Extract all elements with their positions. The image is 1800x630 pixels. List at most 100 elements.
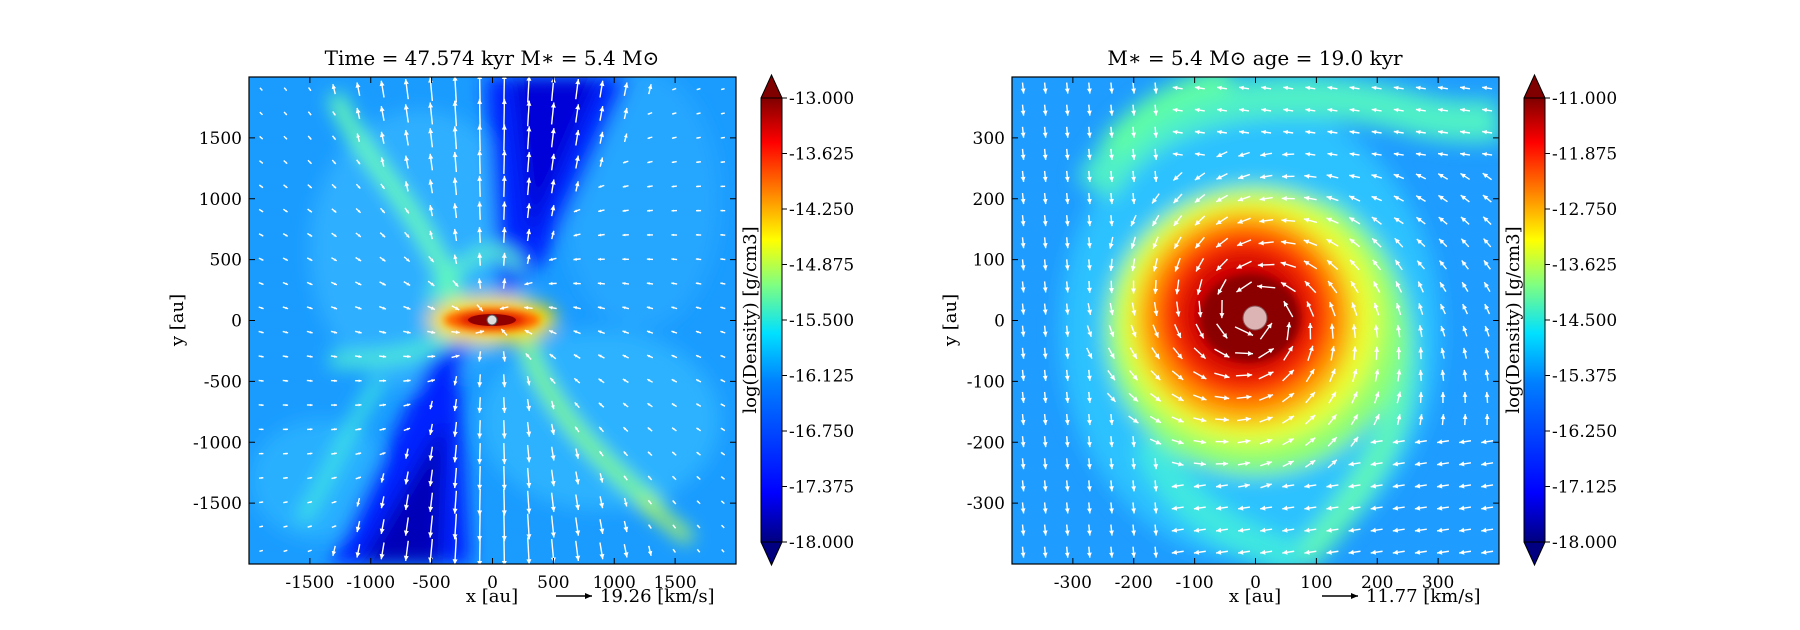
left-velocity-arrow — [599, 80, 605, 98]
right-velocity-arrow — [1436, 461, 1449, 467]
right-xtick-label: 100 — [1300, 573, 1332, 593]
left-velocity-arrow — [526, 490, 532, 514]
right-velocity-arrow — [1415, 195, 1426, 203]
right-velocity-arrow — [1171, 416, 1184, 423]
left-velocity-arrow — [259, 525, 264, 528]
left-velocity-arrow — [526, 177, 532, 196]
right-velocity-arrow — [1064, 502, 1070, 514]
right-velocity-arrow — [1256, 284, 1276, 290]
right-velocity-arrow — [1304, 527, 1317, 533]
right-velocity-arrow — [1440, 347, 1446, 359]
left-velocity-arrow — [550, 446, 556, 461]
left-velocity-arrow — [696, 524, 701, 529]
left-velocity-arrow — [672, 87, 677, 91]
right-velocity-arrow — [1304, 483, 1317, 489]
left-velocity-arrow — [720, 282, 726, 285]
left-velocity-arrow — [404, 155, 410, 169]
right-velocity-arrow — [1260, 461, 1273, 467]
right-velocity-arrow — [1348, 483, 1361, 489]
right-velocity-arrow — [1064, 104, 1070, 116]
left-xtick-label: 1500 — [653, 573, 696, 593]
left-velocity-arrow — [647, 160, 653, 164]
right-velocity-arrow — [1171, 393, 1184, 402]
right-velocity-arrow — [1370, 483, 1383, 489]
left-velocity-arrow — [526, 100, 532, 127]
left-velocity-arrow — [354, 330, 362, 334]
right-velocity-arrow — [1393, 129, 1404, 135]
left-velocity-arrow — [307, 452, 313, 455]
left-velocity-arrow — [331, 452, 337, 455]
left-velocity-arrow — [501, 420, 507, 439]
right-velocity-arrow — [1327, 459, 1338, 469]
right-velocity-arrow — [1414, 549, 1427, 555]
left-velocity-arrow — [428, 153, 434, 171]
right-velocity-arrow — [1286, 322, 1292, 341]
right-velocity-arrow — [1370, 527, 1383, 533]
left-velocity-arrow — [355, 183, 361, 189]
right-velocity-arrow — [1215, 505, 1228, 511]
left-velocity-arrow — [599, 131, 605, 144]
left-ytick-label: 0 — [231, 312, 242, 332]
right-velocity-arrow — [1371, 216, 1382, 225]
left-velocity-arrow — [623, 520, 629, 533]
right-velocity-arrow — [1042, 414, 1048, 426]
right-velocity-arrow — [1237, 173, 1251, 180]
right-velocity-arrow — [1194, 236, 1205, 249]
right-velocity-arrow — [1392, 483, 1405, 489]
left-velocity-arrow — [622, 402, 629, 408]
right-velocity-arrow — [1214, 348, 1230, 358]
left-velocity-arrow — [696, 427, 702, 432]
right-velocity-arrow — [1393, 152, 1404, 157]
left-velocity-arrow — [575, 540, 581, 561]
right-velocity-arrow — [1305, 391, 1316, 404]
right-velocity-arrow — [1237, 217, 1251, 224]
right-velocity-arrow — [1436, 483, 1449, 489]
right-velocity-arrow — [1217, 279, 1227, 295]
right-velocity-arrow — [1152, 236, 1159, 250]
left-velocity-arrow — [526, 444, 532, 463]
left-velocity-arrow — [379, 496, 385, 509]
left-velocity-arrow — [526, 228, 532, 242]
left-velocity-arrow — [379, 256, 386, 262]
right-velocity-arrow — [1020, 391, 1026, 403]
right-velocity-arrow — [1171, 527, 1184, 533]
right-velocity-arrow — [1349, 129, 1360, 135]
left-velocity-arrow — [671, 475, 677, 481]
right-velocity-arrow — [1462, 391, 1468, 403]
left-velocity-arrow — [330, 281, 338, 286]
left-velocity-arrow — [524, 281, 533, 286]
left-velocity-arrow — [501, 201, 507, 220]
right-velocity-arrow — [1131, 302, 1137, 316]
right-velocity-arrow — [1197, 300, 1203, 318]
left-velocity-arrow — [623, 451, 629, 457]
right-velocity-arrow — [1236, 394, 1252, 400]
left-velocity-arrow — [258, 281, 264, 286]
left-velocity-arrow — [331, 84, 337, 95]
left-velocity-arrow — [379, 403, 387, 407]
left-velocity-arrow — [623, 497, 628, 507]
left-ytick-label: 1500 — [199, 129, 242, 149]
left-velocity-arrow — [550, 153, 556, 171]
right-velocity-arrow — [1483, 259, 1491, 270]
right-velocity-arrow — [1042, 126, 1048, 138]
right-velocity-arrow — [1304, 437, 1316, 447]
right-velocity-arrow — [1020, 148, 1026, 160]
right-xlabel: x [au] — [1229, 586, 1281, 607]
left-velocity-arrow — [403, 79, 409, 100]
left-velocity-arrow — [403, 517, 409, 536]
right-velocity-arrow — [1064, 303, 1070, 315]
left-velocity-arrow — [355, 544, 361, 558]
left-velocity-arrow — [573, 281, 581, 286]
right-velocity-arrow — [1172, 107, 1183, 113]
left-velocity-arrow — [259, 135, 264, 140]
right-velocity-arrow — [1326, 527, 1339, 533]
right-velocity-arrow — [1109, 546, 1114, 558]
right-velocity-arrow — [1106, 392, 1117, 403]
right-velocity-arrow — [1194, 129, 1205, 135]
left-velocity-arrow — [720, 500, 725, 505]
right-velocity-arrow — [1064, 369, 1070, 381]
left-velocity-arrow — [330, 306, 338, 310]
right-velocity-arrow — [1304, 173, 1317, 179]
left-velocity-arrow — [379, 106, 385, 121]
left-velocity-arrow — [598, 450, 604, 457]
